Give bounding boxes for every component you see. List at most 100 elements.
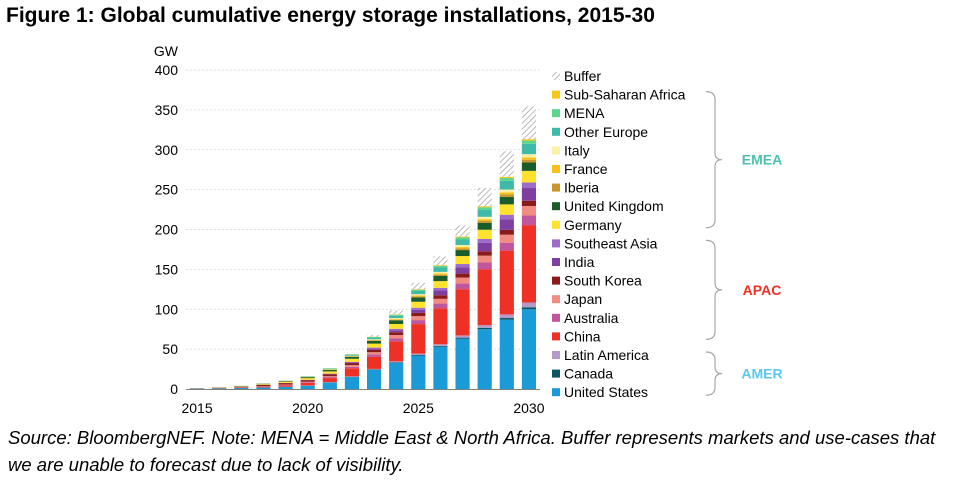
bar-segment-china — [256, 386, 271, 388]
bar-segment-france — [455, 247, 470, 249]
bar-segment-australia — [344, 366, 360, 369]
legend-item-india: India — [552, 254, 595, 270]
bar-segment-japan — [366, 352, 382, 355]
legend-swatch — [552, 332, 560, 341]
bar-segment-germany — [433, 281, 448, 288]
bar-segment-mena — [477, 207, 492, 210]
bar-segment-united-states — [411, 355, 426, 389]
source-note: Source: BloombergNEF. Note: MENA = Middl… — [8, 427, 936, 475]
legend-item-south-korea: South Korea — [552, 273, 642, 289]
bar-segment-latin-america — [521, 302, 537, 308]
bar-segment-united-states — [366, 369, 382, 389]
legend-item-italy: Italy — [552, 142, 590, 158]
bar-segment-india — [411, 309, 426, 313]
x-tick-label: 2030 — [513, 400, 544, 416]
bar-segment-germany — [300, 378, 315, 380]
bar-segment-iberia — [389, 319, 404, 321]
bar-segment-iberia — [477, 220, 492, 223]
legend-label: Australia — [564, 310, 619, 326]
legend-label: Canada — [564, 366, 613, 382]
bar-segment-united-kingdom — [322, 369, 337, 372]
legend-label: France — [564, 161, 608, 177]
bar-segment-italy — [477, 216, 492, 220]
legend-swatch — [552, 165, 560, 173]
bar-segment-south-korea — [344, 363, 360, 366]
bar-segment-iberia — [499, 194, 514, 197]
region-brace — [705, 351, 723, 396]
bar-segment-china — [411, 324, 426, 354]
bar-segment-china — [521, 225, 537, 303]
bar-segment-south-korea — [366, 349, 382, 353]
bar-segment-canada — [499, 318, 514, 320]
bar-segment-united-kingdom — [344, 356, 360, 359]
bar-segment-italy — [366, 339, 382, 340]
bar-segment-japan — [455, 277, 470, 284]
bar-segment-united-states — [234, 388, 249, 389]
bar-segment-china — [366, 356, 382, 369]
bar-segment-iberia — [455, 248, 470, 251]
region-group-apac: APAC — [705, 239, 781, 340]
bar-segment-united-states — [433, 346, 448, 389]
bar-segment-australia — [366, 354, 382, 357]
bar-segment-buffer — [455, 225, 470, 237]
bar-segment-south-korea — [300, 380, 315, 382]
bar-segment-australia — [411, 320, 426, 325]
bar-segment-united-states — [344, 377, 360, 389]
legend-label: Japan — [564, 291, 602, 307]
legend-label: Sub-Saharan Africa — [564, 87, 686, 103]
bar-segment-latin-america — [366, 368, 382, 370]
legend-item-southeast-asia: Southeast Asia — [552, 235, 658, 251]
region-brace — [705, 91, 723, 229]
region-label: AMER — [741, 366, 782, 382]
bar-segment-south-korea — [499, 229, 514, 235]
legend-swatch — [552, 388, 560, 397]
bar-segment-united-kingdom — [521, 162, 537, 171]
bar-segment-southeast-asia — [477, 238, 492, 243]
legend-item-sub-saharan-africa: Sub-Saharan Africa — [552, 87, 686, 103]
bar-segment-united-kingdom — [433, 275, 448, 282]
legend-label: Latin America — [564, 347, 649, 363]
bar-segment-australia — [499, 242, 514, 251]
bar-segment-sub-saharan-africa — [499, 176, 514, 178]
y-tick-label: 0 — [170, 381, 178, 397]
chart-title: Figure 1: Global cumulative energy stora… — [6, 4, 655, 27]
legend-swatch — [552, 351, 560, 359]
legend-swatch — [552, 239, 560, 248]
bar-segment-buffer — [499, 151, 514, 177]
bar-segment-china — [499, 250, 514, 315]
bar-segment-latin-america — [389, 361, 404, 363]
bar-segment-japan — [521, 205, 537, 216]
bar-segment-germany — [344, 358, 360, 362]
bar-segment-iberia — [521, 159, 537, 163]
bar-segment-latin-america — [411, 353, 426, 355]
bar-segment-latin-america — [433, 344, 448, 346]
bar-segment-australia — [389, 338, 404, 342]
x-tick-label: 2025 — [403, 400, 434, 416]
bar-segment-south-korea — [521, 200, 537, 206]
bar-segment-china — [344, 368, 360, 377]
legend-item-china: China — [552, 328, 601, 344]
y-tick-label: 200 — [155, 222, 179, 238]
legend-label: Germany — [564, 217, 622, 233]
bar-segment-china — [278, 385, 293, 387]
bar-segment-united-kingdom — [455, 250, 470, 257]
bar-segment-united-kingdom — [411, 297, 426, 302]
bar-stack-2024 — [389, 310, 404, 389]
legend-swatch — [552, 369, 560, 378]
bar-segment-south-korea — [477, 251, 492, 256]
stacked-bar-chart: 0 50 100 150 200 250 300 350 400 GW 2015 2020 2025 20… — [154, 43, 783, 416]
bar-segment-united-kingdom — [366, 340, 382, 344]
bar-segment-mena — [521, 140, 537, 144]
bar-segment-germany — [322, 371, 337, 374]
bar-segment-mena — [499, 177, 514, 181]
legend-item-france: France — [552, 161, 608, 177]
legend-swatch — [552, 127, 560, 136]
bar-segment-japan — [477, 255, 492, 263]
bar-segment-japan — [300, 381, 315, 383]
bar-segment-iberia — [411, 296, 426, 298]
bar-segment-south-korea — [411, 312, 426, 317]
legend-swatch — [552, 90, 560, 99]
bar-segment-canada — [389, 362, 404, 363]
bar-segment-australia — [433, 303, 448, 309]
bar-segment-italy — [499, 189, 514, 193]
